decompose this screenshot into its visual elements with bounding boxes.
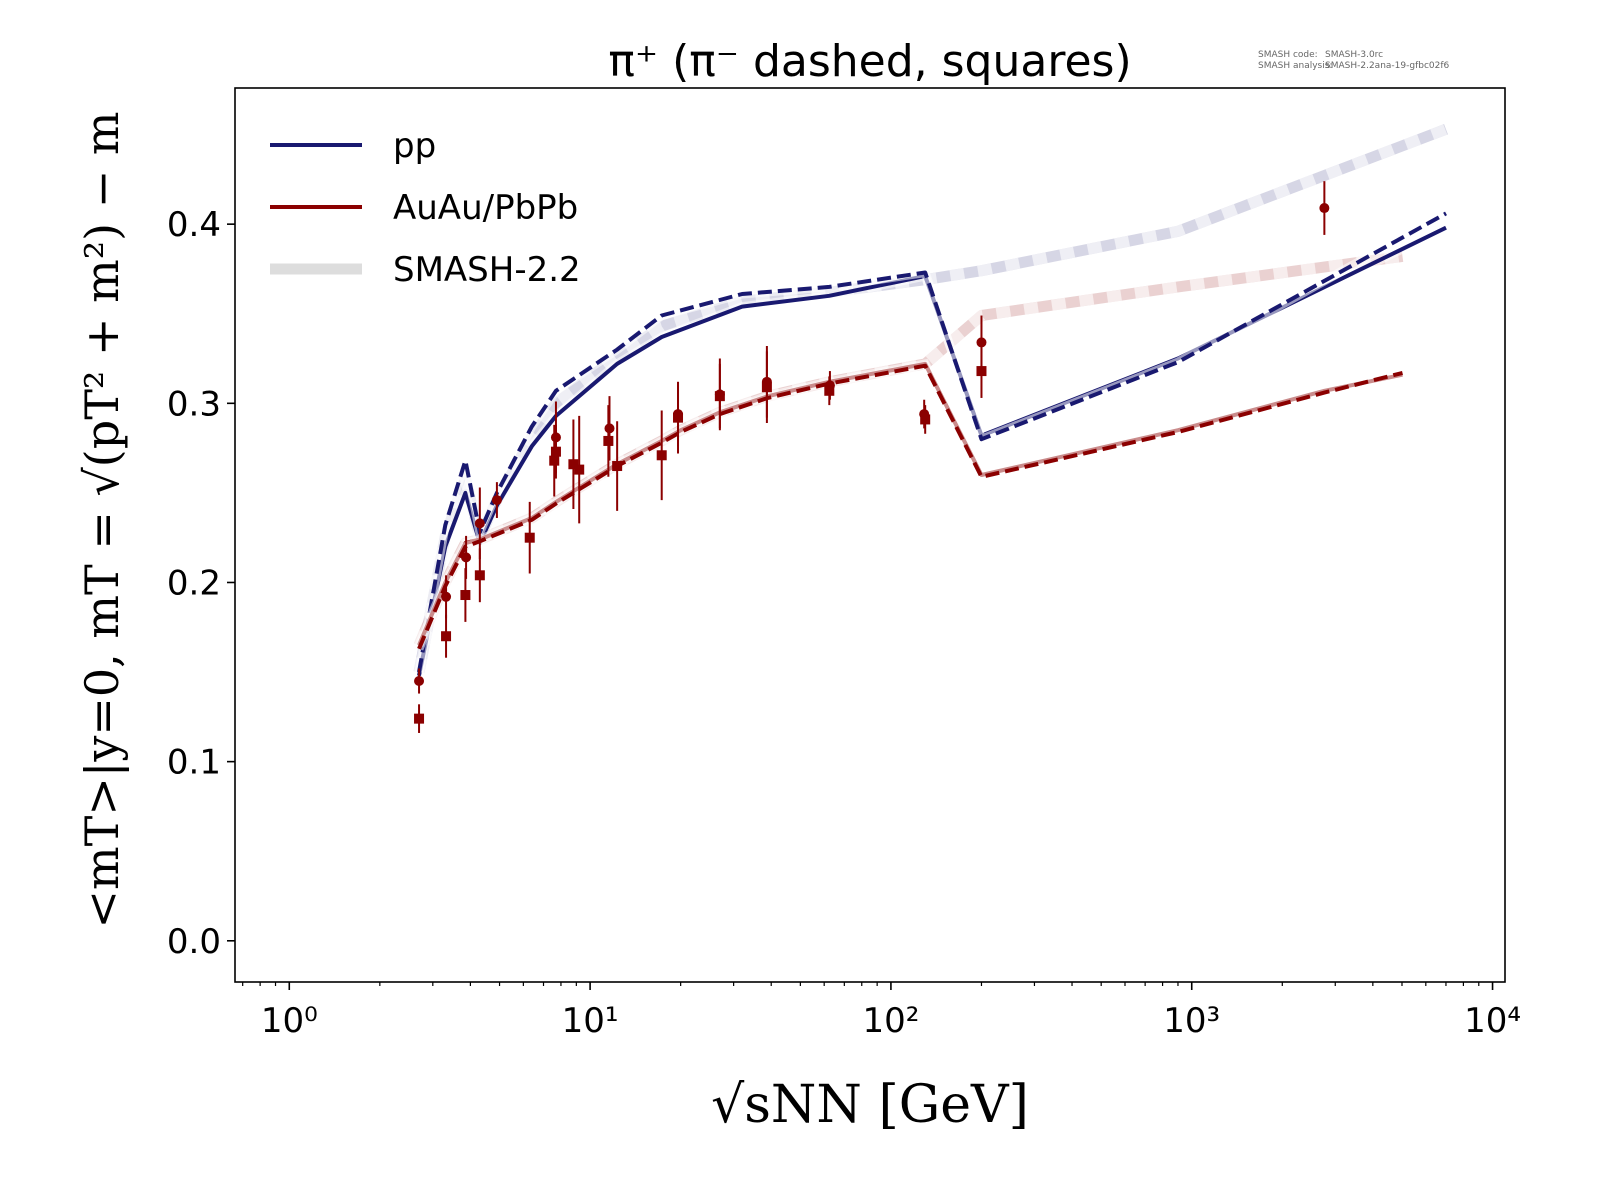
smash-code-label: SMASH code: — [1258, 50, 1318, 60]
data-point-circle — [604, 423, 615, 434]
smash-analysis-value: SMASH-2.2ana-19-gfbc02f6 — [1325, 61, 1450, 71]
data-point-square — [460, 590, 471, 601]
data-point-square — [824, 385, 835, 396]
data-points-layer — [414, 181, 1330, 733]
plot-frame — [234, 87, 1506, 983]
series-line-dashed — [417, 211, 1447, 673]
data-point-square — [441, 631, 452, 642]
data-point-square — [550, 446, 561, 457]
series-line-dashed — [417, 363, 1403, 650]
x-tick-label: 10⁰ — [261, 1001, 318, 1041]
y-tick-label: 0.2 — [167, 563, 221, 603]
y-tick-label: 0.4 — [167, 205, 221, 245]
data-point-circle — [441, 591, 452, 602]
data-point-square — [568, 459, 579, 470]
smash-version-info: SMASH code: SMASH-3.0rc SMASH analysis: … — [1258, 50, 1450, 71]
x-tick-label: 10² — [862, 1001, 919, 1041]
x-tick-label: 10³ — [1163, 1001, 1220, 1041]
x-tick-label: 10¹ — [562, 1001, 619, 1041]
y-axis-label: <mT>|y=0, mT = √(pT² + m²) − m — [75, 111, 129, 928]
data-point-square — [714, 391, 725, 402]
y-tick-label: 0.0 — [167, 922, 221, 962]
data-point-square — [574, 464, 585, 475]
axis-ticks: 10⁰ 10¹ 10² 10³ 10⁴ 0.0 0.1 0.2 0.3 0.4 — [167, 205, 1521, 1041]
smash-analysis-label: SMASH analysis: — [1258, 61, 1332, 71]
legend-label: pp — [393, 126, 436, 166]
data-point-square — [920, 414, 931, 425]
data-point-circle — [976, 337, 987, 348]
data-point-square — [549, 455, 560, 466]
legend: pp AuAu/PbPb SMASH-2.2 — [270, 126, 581, 290]
data-point-square — [656, 450, 667, 461]
data-point-circle — [1319, 203, 1330, 214]
data-point-circle — [474, 518, 485, 529]
smash-code-value: SMASH-3.0rc — [1325, 50, 1383, 60]
x-axis-label: √sNN [GeV] — [711, 1075, 1029, 1135]
y-tick-label: 0.3 — [167, 384, 221, 424]
data-point-square — [603, 435, 614, 446]
data-point-square — [524, 532, 535, 543]
data-point-square — [612, 461, 623, 472]
data-point-square — [761, 382, 772, 393]
y-tick-label: 0.1 — [167, 743, 221, 783]
chart-title: π⁺ (π⁻ dashed, squares) — [608, 36, 1131, 87]
smash-reference-dash — [413, 124, 1448, 674]
data-point-circle — [414, 676, 425, 687]
legend-label: SMASH-2.2 — [393, 250, 581, 290]
data-point-square — [976, 366, 987, 377]
legend-label: AuAu/PbPb — [393, 188, 578, 228]
data-point-square — [414, 713, 425, 724]
x-tick-label: 10⁴ — [1464, 1001, 1521, 1041]
data-point-square — [474, 570, 485, 581]
data-point-square — [673, 412, 684, 423]
data-point-circle — [491, 495, 502, 506]
data-point-circle — [461, 552, 472, 563]
